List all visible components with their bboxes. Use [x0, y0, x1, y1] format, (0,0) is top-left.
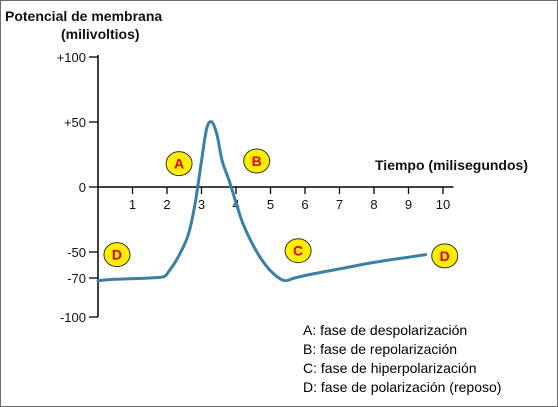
x-ticks-group: 1 2 3 4 5 6 7 8 9 10: [129, 187, 450, 212]
marker-badge: [165, 151, 193, 177]
phase-marker-b: B: [243, 148, 271, 174]
y-ticks-group: +100 +50 0 -50 -70 -100: [57, 50, 98, 325]
phase-marker-d: D: [103, 242, 131, 268]
marker-badge: [243, 148, 271, 174]
y-tick-label: +50: [64, 115, 86, 130]
legend-item: C: fase de hiperpolarización: [303, 360, 477, 376]
legend-item: A: fase de despolarización: [303, 322, 467, 338]
x-tick-label: 10: [436, 197, 450, 212]
x-tick-label: 2: [163, 197, 170, 212]
marker-label: D: [112, 247, 122, 263]
phase-marker-d: D: [431, 243, 459, 269]
marker-badge: [103, 242, 131, 268]
annotation-markers: A B C D D: [103, 148, 459, 269]
marker-label: D: [440, 248, 450, 264]
x-tick-label: 7: [336, 197, 343, 212]
phase-marker-c: C: [284, 238, 312, 264]
y-axis-title-line1: Potencial de membrana: [5, 8, 162, 24]
y-tick-label: 0: [79, 180, 86, 195]
x-axis-title: Tiempo (milisegundos): [375, 157, 528, 173]
marker-label: B: [252, 153, 262, 169]
y-tick-label: -100: [60, 310, 86, 325]
marker-badge: [431, 243, 459, 269]
x-tick-label: 3: [198, 197, 205, 212]
marker-label: C: [293, 243, 303, 259]
y-tick-label: +100: [57, 50, 86, 65]
marker-badge: [284, 238, 312, 264]
y-tick-label: -50: [67, 245, 86, 260]
marker-label: A: [174, 156, 184, 172]
y-axis-title-line2: (milivoltios): [61, 26, 140, 42]
legend-item: B: fase de repolarización: [303, 341, 457, 357]
x-tick-label: 5: [267, 197, 274, 212]
legend-item: D: fase de polarización (reposo): [303, 379, 501, 395]
phase-marker-a: A: [165, 151, 193, 177]
x-tick-label: 9: [405, 197, 412, 212]
x-tick-label: 6: [301, 197, 308, 212]
series-line: [96, 120, 428, 283]
y-tick-label: -70: [67, 271, 86, 286]
x-tick-label: 1: [129, 197, 136, 212]
x-tick-label: 8: [370, 197, 377, 212]
legend: A: fase de despolarización B: fase de rep…: [303, 322, 501, 395]
